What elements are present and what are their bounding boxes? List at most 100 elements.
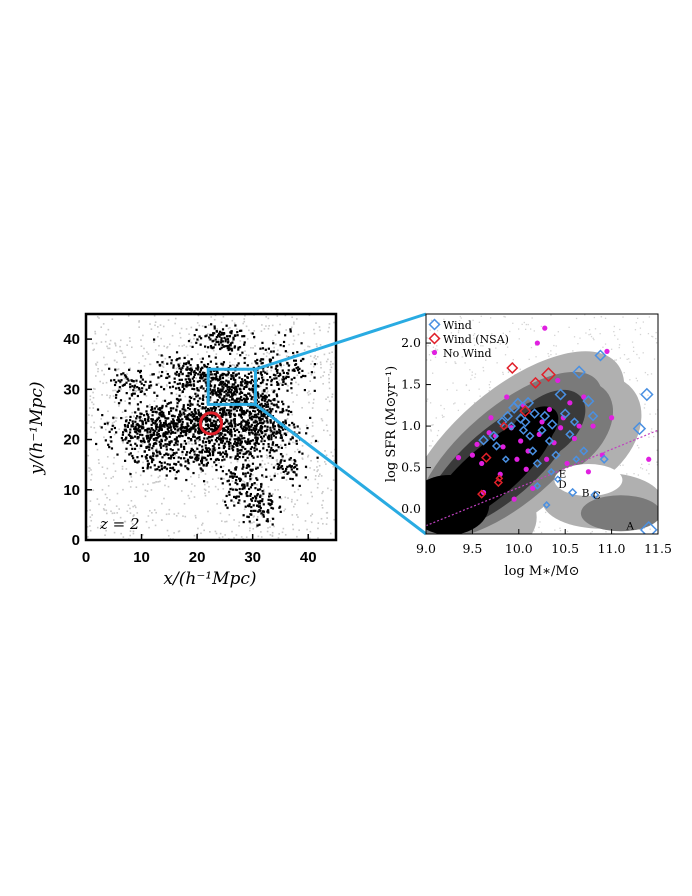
cluster-point: [156, 433, 159, 437]
background-point: [98, 462, 100, 465]
cluster-point: [153, 464, 156, 467]
background-point: [126, 373, 128, 375]
background-point: [129, 471, 131, 474]
cluster-point: [194, 418, 197, 421]
background-point: [274, 334, 277, 336]
cluster-point: [227, 380, 230, 383]
cluster-point: [232, 472, 235, 475]
background-point: [222, 488, 225, 490]
cluster-point: [233, 495, 236, 499]
background-point: [457, 409, 460, 412]
background-point: [518, 338, 520, 340]
background-point: [293, 353, 296, 356]
cluster-point: [235, 475, 238, 479]
cluster-point: [138, 387, 141, 390]
cluster-point: [160, 461, 163, 465]
cluster-point: [272, 466, 276, 469]
cluster-point: [211, 422, 214, 425]
cluster-point: [134, 411, 137, 414]
cluster-point: [209, 424, 212, 427]
cluster-point: [243, 343, 246, 346]
cluster-point: [219, 407, 223, 410]
cluster-point: [209, 418, 212, 421]
cluster-point: [128, 440, 131, 443]
background-point: [540, 531, 543, 534]
cluster-point: [179, 434, 182, 437]
cluster-point: [145, 454, 149, 457]
background-point: [179, 362, 182, 365]
cluster-point: [293, 462, 296, 465]
cluster-point: [238, 499, 241, 502]
background-point: [211, 465, 214, 468]
background-point: [291, 413, 294, 416]
cluster-point: [204, 381, 207, 384]
background-point: [131, 480, 133, 483]
background-point: [96, 315, 99, 318]
cluster-point: [200, 468, 203, 471]
cluster-point: [271, 456, 274, 459]
cluster-point: [138, 430, 141, 433]
cluster-point: [235, 391, 239, 394]
cluster-point: [170, 431, 173, 434]
cluster-point: [188, 430, 191, 434]
background-point: [242, 322, 244, 325]
background-point: [176, 431, 179, 434]
cluster-point: [152, 444, 155, 448]
background-point: [149, 428, 151, 430]
cluster-point: [221, 340, 224, 343]
background-point: [550, 314, 552, 316]
background-point: [141, 442, 144, 445]
background-point: [88, 407, 91, 409]
cluster-point: [230, 433, 233, 436]
background-point: [460, 343, 463, 345]
cluster-point: [189, 384, 193, 387]
cluster-point: [233, 407, 237, 410]
background-point: [112, 519, 115, 521]
cluster-point: [186, 424, 190, 428]
cluster-point: [215, 420, 218, 423]
background-point: [282, 459, 284, 462]
background-point: [252, 527, 255, 530]
cluster-point: [236, 428, 239, 431]
cluster-point: [249, 478, 252, 481]
cluster-point: [152, 431, 156, 435]
background-point: [180, 490, 183, 492]
cluster-point: [208, 355, 211, 358]
cluster-point: [292, 470, 295, 473]
cluster-point: [258, 450, 262, 453]
background-point: [181, 454, 184, 456]
cluster-point: [171, 431, 174, 434]
background-point: [317, 475, 320, 477]
cluster-point: [224, 340, 227, 343]
cluster-point: [253, 406, 256, 410]
cluster-point: [188, 378, 191, 381]
cluster-point: [183, 387, 186, 391]
background-point: [164, 357, 167, 360]
cluster-point: [239, 425, 243, 428]
background-point: [281, 434, 284, 437]
background-point: [179, 336, 182, 339]
cluster-point: [132, 380, 135, 383]
background-point: [644, 371, 647, 374]
cluster-point: [182, 406, 185, 409]
cluster-point: [169, 425, 172, 428]
cluster-point: [181, 418, 184, 421]
background-point: [214, 530, 217, 533]
background-point: [159, 324, 162, 326]
cluster-point: [138, 388, 141, 391]
background-point: [328, 387, 331, 390]
cluster-point: [213, 449, 216, 452]
cluster-point: [250, 397, 253, 401]
background-point: [525, 323, 528, 326]
cluster-point: [279, 460, 282, 463]
cluster-point: [184, 433, 188, 437]
background-point: [325, 512, 328, 514]
background-point: [251, 474, 254, 476]
background-point: [250, 477, 253, 480]
background-point: [327, 396, 329, 399]
background-point: [228, 361, 231, 364]
background-point: [105, 428, 107, 431]
cluster-point: [206, 427, 209, 430]
cluster-point: [284, 334, 287, 337]
background-point: [213, 318, 216, 321]
